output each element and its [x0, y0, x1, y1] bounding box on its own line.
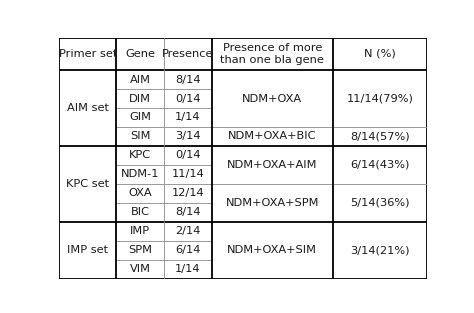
Text: IMP: IMP [130, 226, 150, 236]
Text: N (%): N (%) [364, 49, 396, 59]
Text: IMP set: IMP set [67, 245, 108, 255]
Text: NDM+OXA+BIC: NDM+OXA+BIC [228, 131, 317, 141]
Text: 2/14: 2/14 [175, 226, 201, 236]
Text: 12/14: 12/14 [172, 188, 204, 198]
Text: BIC: BIC [130, 207, 150, 217]
Text: Presence of more
than one bla gene: Presence of more than one bla gene [220, 43, 324, 65]
Text: NDM+OXA+AIM: NDM+OXA+AIM [227, 160, 318, 170]
Text: 8/14: 8/14 [175, 207, 201, 217]
Text: OXA: OXA [128, 188, 152, 198]
Text: 8/14(57%): 8/14(57%) [350, 131, 410, 141]
Text: 11/14: 11/14 [172, 169, 204, 179]
Text: GIM: GIM [129, 112, 151, 122]
Text: 0/14: 0/14 [175, 150, 201, 160]
Text: 1/14: 1/14 [175, 264, 201, 274]
Text: 3/14(21%): 3/14(21%) [350, 245, 410, 255]
Text: AIM: AIM [129, 74, 151, 85]
Text: DIM: DIM [129, 94, 151, 104]
Text: SPM: SPM [128, 245, 152, 255]
Text: 8/14: 8/14 [175, 74, 201, 85]
Text: 1/14: 1/14 [175, 112, 201, 122]
Text: Presence: Presence [162, 49, 214, 59]
Text: NDM+OXA+SIM: NDM+OXA+SIM [228, 245, 317, 255]
Text: NDM+OXA: NDM+OXA [242, 94, 302, 104]
Text: KPC set: KPC set [66, 179, 109, 189]
Text: 6/14: 6/14 [175, 245, 201, 255]
Text: KPC: KPC [129, 150, 151, 160]
Text: VIM: VIM [129, 264, 151, 274]
Text: 0/14: 0/14 [175, 94, 201, 104]
Text: 11/14(79%): 11/14(79%) [346, 94, 413, 104]
Text: Gene: Gene [125, 49, 155, 59]
Text: Primer set: Primer set [58, 49, 117, 59]
Text: AIM set: AIM set [67, 103, 109, 113]
Text: 6/14(43%): 6/14(43%) [350, 160, 410, 170]
Text: SIM: SIM [130, 131, 150, 141]
Text: 3/14: 3/14 [175, 131, 201, 141]
Text: NDM-1: NDM-1 [121, 169, 159, 179]
Text: 5/14(36%): 5/14(36%) [350, 198, 410, 208]
Text: NDM+OXA+SPM: NDM+OXA+SPM [226, 198, 319, 208]
